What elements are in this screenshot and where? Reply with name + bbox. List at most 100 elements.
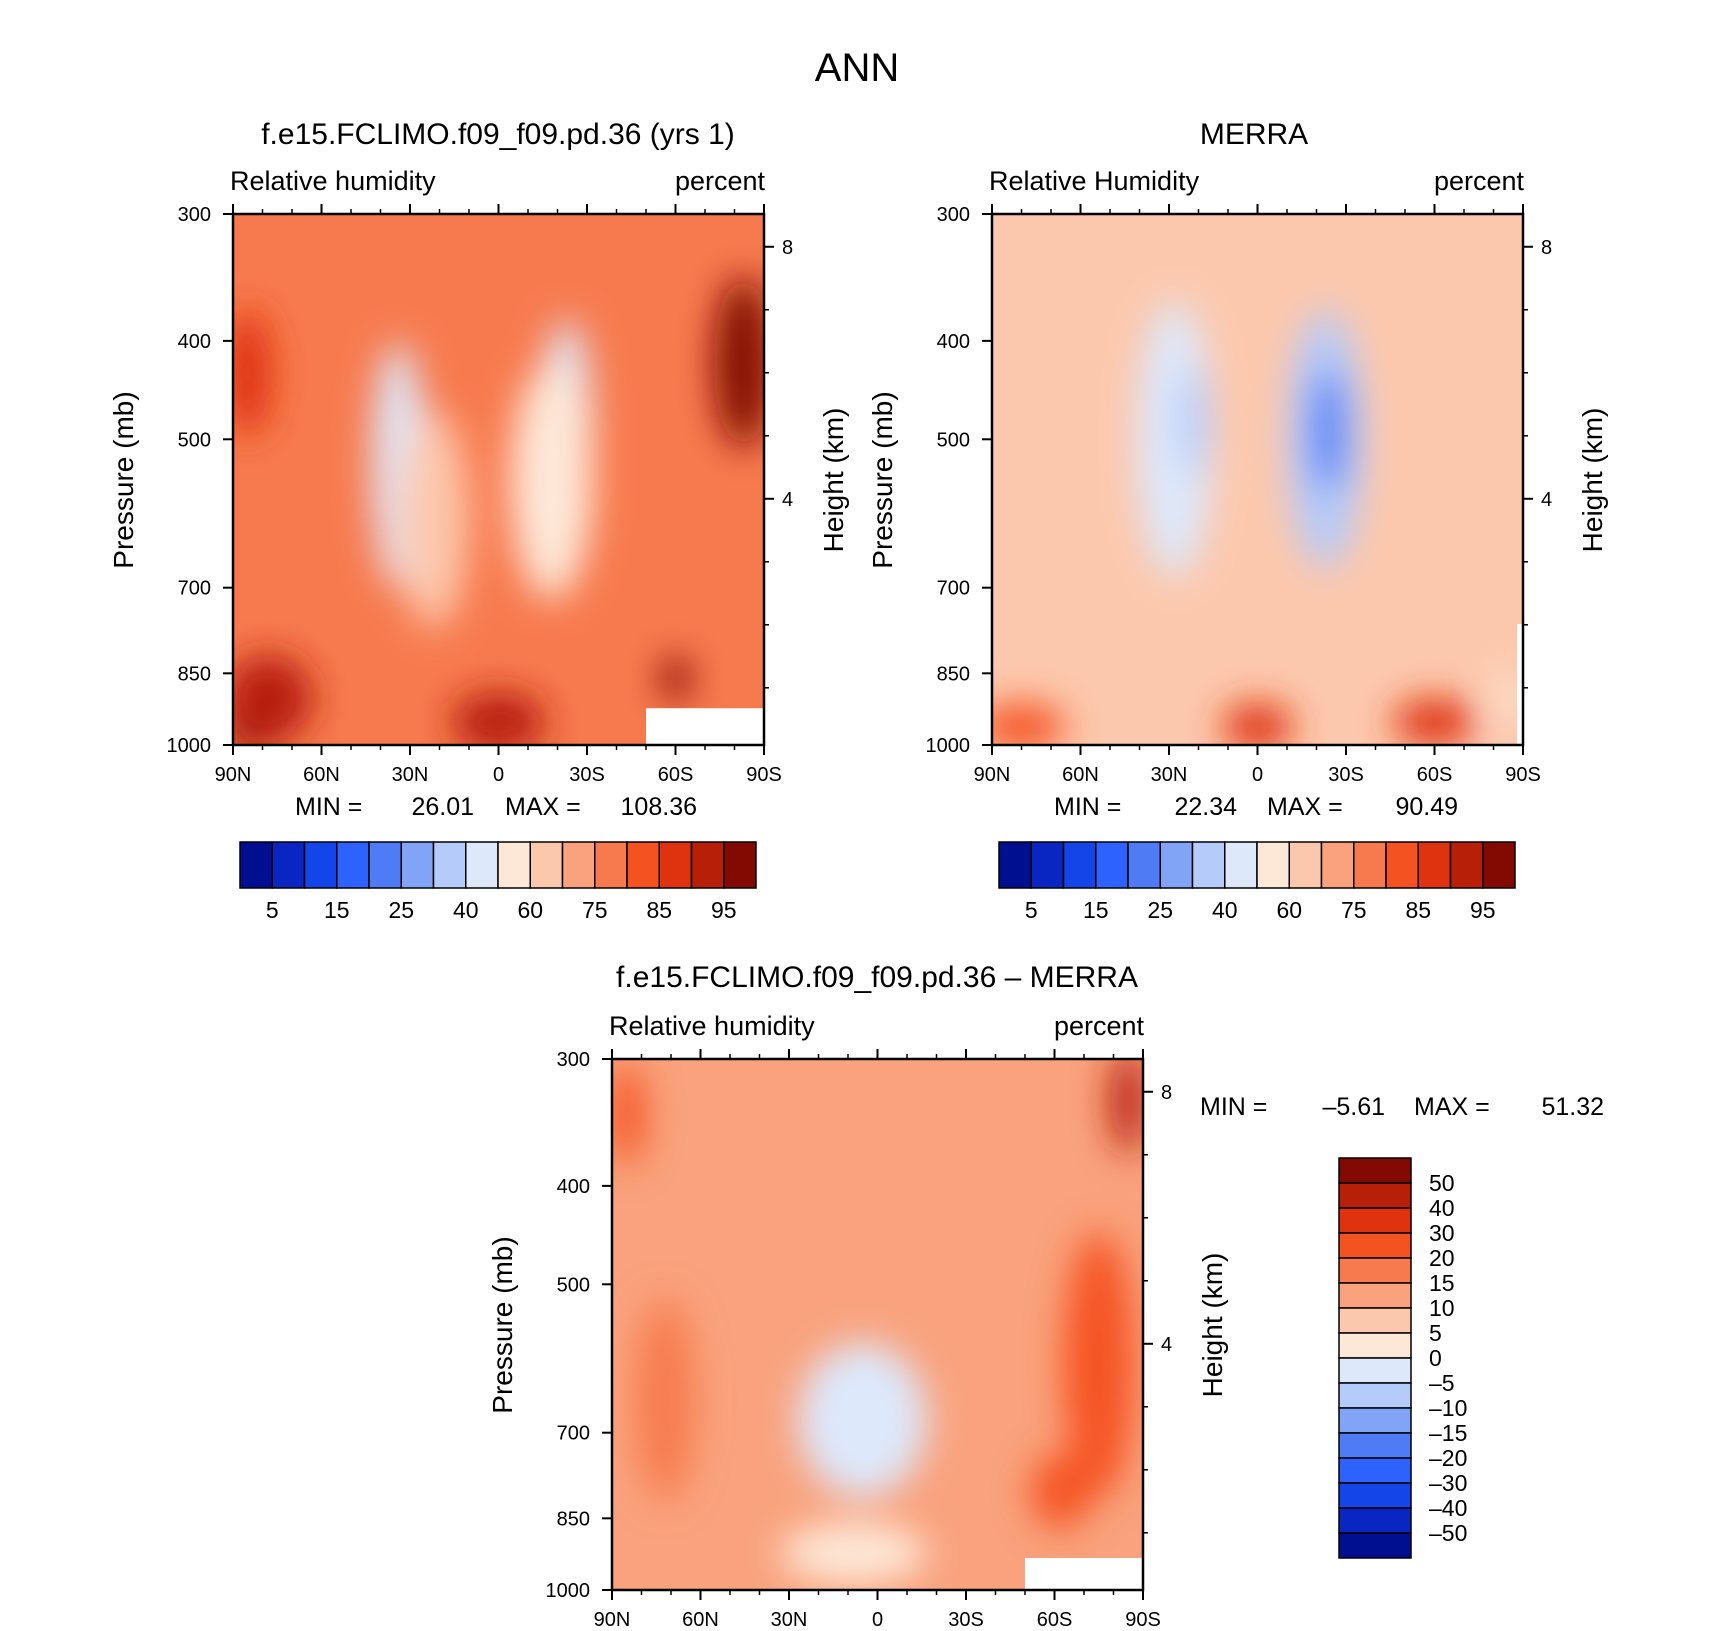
y-tick-label: 1000 (167, 735, 212, 757)
y-tick-label: 400 (937, 331, 970, 353)
units-label: percent (1434, 166, 1525, 196)
colorbar-label: 10 (1429, 1295, 1455, 1321)
colorbar-swatch (1320, 841, 1355, 889)
colorbar-swatch (1338, 1382, 1412, 1409)
panel-model: f.e15.FCLIMO.f09_f09.pd.36 (yrs 1) Relat… (108, 118, 849, 923)
colorbar-swatch (594, 841, 628, 889)
y2-axis-label: Height (km) (1197, 1253, 1228, 1398)
colorbar-swatch (1338, 1282, 1412, 1309)
contour-region (660, 656, 691, 701)
max-value: 90.49 (1395, 793, 1458, 821)
colorbar-label: 25 (1147, 897, 1173, 923)
colorbar-swatch (1449, 841, 1484, 889)
plot-axes: 90N 60N 30N 0 30S 60S 90S 300 400 500 700 850 1000 8 4 (926, 204, 1552, 786)
colorbar-swatch (239, 841, 273, 889)
colorbar-swatch (400, 841, 435, 889)
min-value: 26.01 (411, 793, 474, 821)
colorbar-label: 15 (1429, 1270, 1455, 1296)
y-tick-label: 850 (937, 663, 970, 685)
contour-field (233, 214, 764, 745)
colorbar-swatch (368, 841, 402, 889)
x-tick-label: 60N (682, 1609, 719, 1631)
min-value: 22.34 (1174, 793, 1237, 821)
y-axis-label: Pressure (mb) (867, 391, 898, 568)
colorbar-swatch (723, 841, 757, 889)
contour-region (1063, 1232, 1135, 1498)
x-tick-label: 90N (594, 1609, 631, 1631)
units-label: percent (675, 166, 766, 196)
colorbar-swatch (1338, 1507, 1412, 1534)
colorbar-label: –20 (1429, 1445, 1467, 1471)
colorbar-swatch (658, 841, 693, 889)
colorbar-label: 30 (1429, 1220, 1455, 1246)
colorbar-label: 15 (324, 897, 350, 923)
y-tick-label: 400 (557, 1176, 590, 1198)
y2-axis-label: Height (km) (1577, 408, 1608, 553)
colorbar-swatch (1338, 1257, 1412, 1284)
x-tick-label: 60S (1417, 764, 1453, 786)
y-tick-label: 500 (937, 429, 970, 451)
colorbar-label: 85 (1405, 897, 1431, 923)
y-tick-label: 700 (178, 578, 211, 600)
colorbar-label: 75 (582, 897, 608, 923)
x-tick-label: 90N (215, 764, 252, 786)
x-tick-label: 90S (746, 764, 782, 786)
contour-field (992, 214, 1523, 745)
colorbar-swatch (1256, 841, 1290, 889)
max-label: MAX = (505, 793, 581, 821)
panel-merra: MERRA Relative Humidity percent 90N 60N 30… (867, 118, 1608, 923)
colorbar-label: 5 (1429, 1320, 1442, 1346)
colorbar-swatch (1338, 1532, 1412, 1559)
colorbar-swatch (1338, 1157, 1412, 1184)
colorbar-label: –50 (1429, 1520, 1467, 1546)
contour-region (1496, 669, 1521, 728)
colorbar-label: –10 (1429, 1395, 1467, 1421)
contour-field (612, 1059, 1143, 1590)
colorbar-label: 25 (388, 897, 414, 923)
y-tick-label: 300 (178, 204, 211, 226)
missing-data-region (1025, 1557, 1143, 1590)
min-label: MIN = (295, 793, 362, 821)
contour-region (780, 1522, 928, 1585)
colorbar-swatch (1030, 841, 1065, 889)
colorbar-swatch (1385, 841, 1419, 889)
y-tick-label: 500 (557, 1274, 590, 1296)
y2-tick-label: 4 (782, 489, 793, 511)
x-tick-label: 60S (658, 764, 694, 786)
colorbar-swatch (336, 841, 370, 889)
colorbar-swatch (1191, 841, 1226, 889)
colorbar: 5 15 25 40 60 75 85 95 (239, 841, 757, 923)
colorbar-label: 20 (1429, 1245, 1455, 1271)
variable-label: Relative humidity (609, 1011, 815, 1041)
contour-region (1110, 1059, 1143, 1154)
x-tick-label: 30S (1328, 764, 1364, 786)
figure-title: ANN (815, 46, 899, 90)
colorbar-swatch (1338, 1357, 1412, 1384)
colorbar-label: 5 (1025, 897, 1038, 923)
colorbar-swatch (1338, 1457, 1412, 1484)
colorbar-label: 40 (453, 897, 479, 923)
colorbar-swatch (1338, 1307, 1412, 1334)
contour-region (233, 309, 272, 437)
colorbar-swatch (1288, 841, 1323, 889)
colorbar-swatch (1127, 841, 1161, 889)
x-tick-label: 90N (974, 764, 1011, 786)
panel-title: f.e15.FCLIMO.f09_f09.pd.36 (yrs 1) (261, 118, 735, 151)
colorbar-swatch (1338, 1182, 1412, 1209)
contour-region (1222, 703, 1293, 745)
colorbar-swatch (271, 841, 306, 889)
x-tick-label: 0 (1252, 764, 1263, 786)
units-label: percent (1054, 1011, 1145, 1041)
colorbar-swatch (1159, 841, 1194, 889)
contour-region (1177, 367, 1208, 475)
y-axis-label: Pressure (mb) (108, 391, 139, 568)
colorbar-swatch (432, 841, 467, 889)
y-tick-label: 300 (937, 204, 970, 226)
colorbar-label: –15 (1429, 1420, 1467, 1446)
variable-label: Relative humidity (230, 166, 436, 196)
colorbar-swatch (1338, 1407, 1412, 1434)
x-tick-label: 90S (1505, 764, 1541, 786)
colorbar: 5 15 25 40 60 75 85 95 (998, 841, 1516, 923)
min-value: –5.61 (1322, 1093, 1385, 1121)
